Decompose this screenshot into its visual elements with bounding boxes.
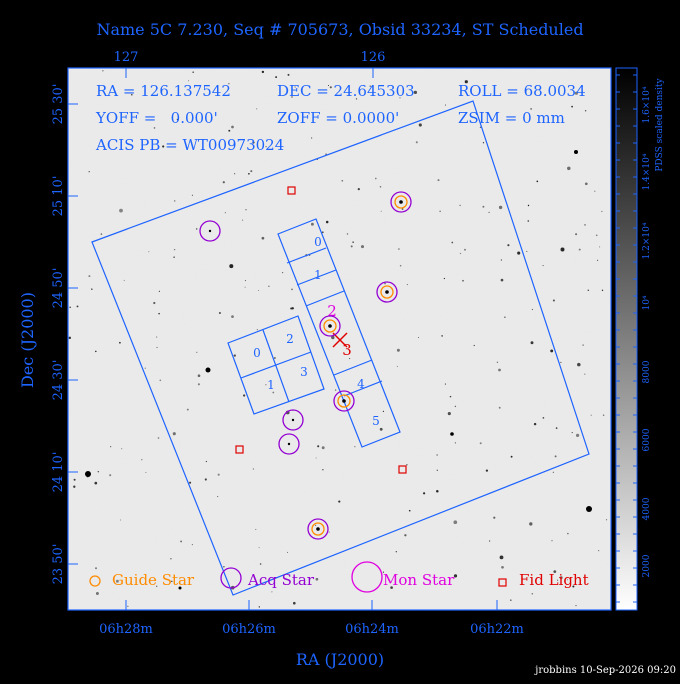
acis-i-chips (227, 315, 325, 415)
left-tick-1: 25 10' (51, 176, 66, 217)
i-chip-label-1: 1 (267, 378, 275, 392)
i-chip-label-2: 2 (286, 332, 294, 346)
top-tick-127: 127 (114, 50, 139, 65)
star-dots (208, 200, 403, 531)
colorbar-tick-7: 1.6×10⁴ (642, 86, 652, 123)
fid-lights (235, 186, 407, 474)
dec-readout: DEC = 24.645303 (277, 82, 415, 100)
field-of-view-outline (91, 100, 590, 596)
legend-fid-label: Fid Light (519, 571, 589, 589)
left-tick-2: 24 50' (51, 268, 66, 309)
header-info: RA = 126.137542 DEC = 24.645303 ROLL = 6… (95, 82, 586, 154)
legend-guide-label: Guide Star (112, 571, 195, 589)
legend-fid-symbol (498, 578, 507, 587)
legend-acq-symbol (220, 567, 242, 589)
roll-readout: ROLL = 68.0034 (458, 82, 586, 100)
legend-mon-symbol (351, 561, 383, 593)
zoff-readout: ZOFF = 0.0000' (277, 109, 399, 127)
s-chip-label-0: 0 (314, 235, 322, 249)
ra-readout: RA = 126.137542 (96, 82, 231, 100)
yoff-readout: YOFF = 0.000' (95, 109, 218, 127)
colorbar (615, 67, 638, 611)
colorbar-tick-3: 8000 (642, 360, 652, 383)
bottom-tick-3: 06h22m (470, 622, 524, 637)
colorbar-tick-1: 4000 (642, 497, 652, 520)
bottom-tick-0: 06h28m (99, 622, 153, 637)
left-tick-0: 25 30' (51, 84, 66, 125)
aimpoint-marker (332, 332, 348, 348)
s-chip-label-2: 2 (327, 302, 337, 320)
x-axis-label: RA (J2000) (296, 650, 384, 669)
footer-credit: jrobbins 10-Sep-2026 09:20 (534, 665, 676, 676)
left-tick-3: 24 30' (51, 360, 66, 401)
legend-mon-label: Mon Star (383, 571, 455, 589)
legend-acq-label: Acq Star (247, 571, 315, 589)
s-chip-label-1: 1 (314, 268, 322, 282)
guide-stars (311, 195, 408, 536)
i-chip-label-0: 0 (253, 346, 261, 360)
legend-guide-symbol (89, 575, 101, 587)
s-chip-label-5: 5 (372, 414, 380, 428)
colorbar-tick-6: 1.4×10⁴ (642, 153, 652, 190)
legend: Guide Star Acq Star Mon Star Fid Light (89, 561, 589, 593)
plot-frame (67, 67, 612, 611)
colorbar-tick-5: 1.2×10⁴ (642, 222, 652, 259)
figure-title: Name 5C 7.230, Seq # 705673, Obsid 33234… (96, 20, 583, 39)
colorbar-tick-2: 6000 (642, 428, 652, 451)
left-tick-5: 23 50' (51, 544, 66, 585)
top-tick-126: 126 (361, 50, 386, 65)
zsim-readout: ZSIM = 0 mm (458, 109, 565, 127)
s-chip-label-3: 3 (342, 341, 352, 359)
bottom-tick-1: 06h26m (222, 622, 276, 637)
left-tick-4: 24 10' (51, 452, 66, 493)
y-axis-label: Dec (J2000) (18, 292, 37, 388)
acq-stars (199, 191, 412, 540)
s-chip-label-4: 4 (357, 377, 365, 391)
colorbar-tick-0: 2000 (642, 554, 652, 577)
colorbar-label: PDSS scaled density (655, 77, 665, 171)
acis-readout: ACIS PB = WT00973024 (95, 136, 284, 154)
i-chip-label-3: 3 (300, 365, 308, 379)
bottom-tick-2: 06h24m (345, 622, 399, 637)
colorbar-tick-4: 10⁴ (642, 295, 652, 310)
